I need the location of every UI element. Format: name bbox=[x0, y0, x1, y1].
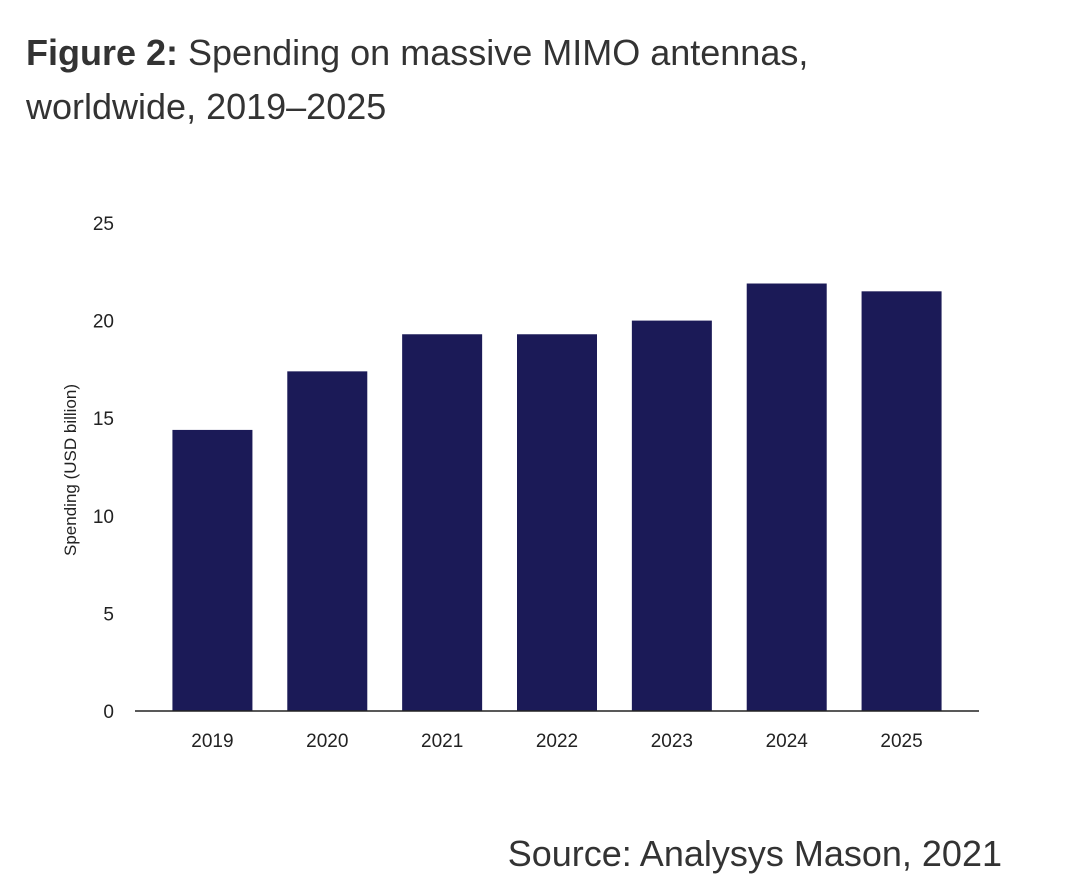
y-axis-ticks: 0 5 10 15 20 25 bbox=[93, 214, 114, 723]
y-tick-label: 0 bbox=[103, 702, 114, 723]
bar-2021 bbox=[402, 334, 483, 711]
bars bbox=[172, 283, 942, 711]
bar-2020 bbox=[287, 371, 368, 711]
x-tick-label: 2019 bbox=[191, 731, 233, 752]
x-tick-label: 2024 bbox=[766, 731, 809, 752]
x-tick-label: 2022 bbox=[536, 731, 578, 752]
y-tick-label: 15 bbox=[93, 409, 114, 430]
x-tick-label: 2023 bbox=[651, 731, 693, 752]
y-tick-label: 5 bbox=[103, 604, 114, 625]
figure-title-text: Spending on massive MIMO antennas, world… bbox=[26, 32, 809, 127]
y-axis-title: Spending (USD billion) bbox=[61, 384, 80, 556]
figure-label: Figure 2: bbox=[26, 32, 179, 73]
source-credit: Source: Analysys Mason, 2021 bbox=[507, 833, 1002, 874]
x-axis-ticks: 2019 2020 2021 2022 2023 2024 2025 bbox=[191, 731, 922, 752]
bar-2025 bbox=[861, 291, 942, 711]
bar-2023 bbox=[631, 320, 712, 711]
y-tick-label: 25 bbox=[93, 214, 114, 235]
x-tick-label: 2021 bbox=[421, 731, 463, 752]
figure-title: Figure 2: Spending on massive MIMO anten… bbox=[26, 26, 926, 134]
x-tick-label: 2020 bbox=[306, 731, 348, 752]
y-tick-label: 20 bbox=[93, 312, 114, 333]
x-tick-label: 2025 bbox=[880, 731, 922, 752]
bar-2022 bbox=[517, 334, 597, 711]
bar-2019 bbox=[172, 429, 253, 711]
y-tick-label: 10 bbox=[93, 507, 114, 528]
bar-2024 bbox=[746, 283, 827, 711]
